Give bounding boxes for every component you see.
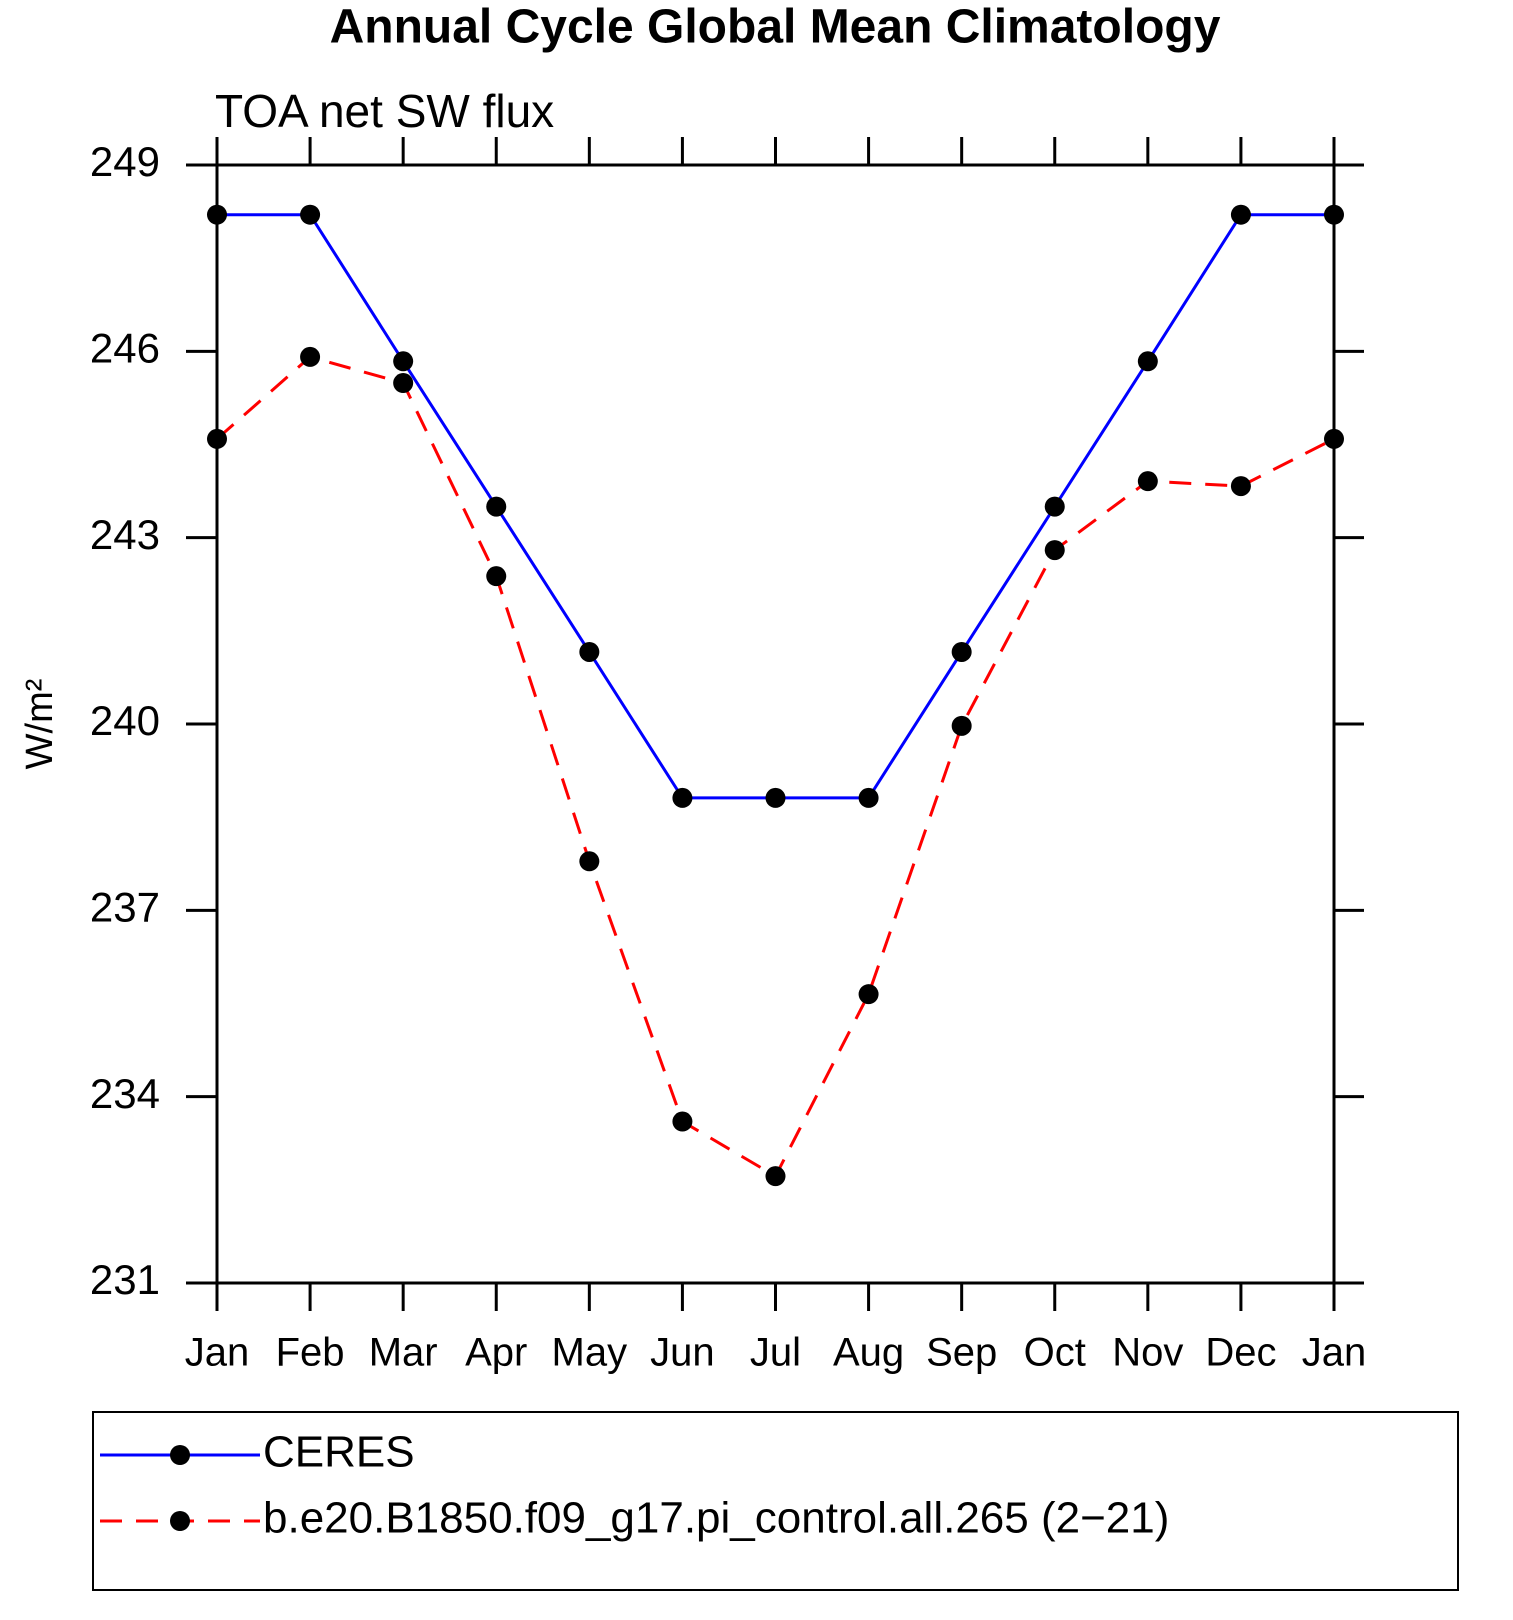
x-tick-label: Jan [1302, 1331, 1367, 1375]
x-tick-label: May [552, 1331, 628, 1375]
data-point [1137, 351, 1158, 372]
chart-title: Annual Cycle Global Mean Climatology [330, 1, 1221, 54]
data-point [393, 351, 414, 372]
legend-label: CERES [263, 1428, 415, 1477]
legend-marker [170, 1445, 190, 1465]
y-tick-label: 240 [90, 697, 160, 744]
x-tick-label: Oct [1024, 1331, 1086, 1375]
data-point [486, 566, 507, 587]
data-point [1230, 476, 1251, 497]
data-point [1044, 540, 1065, 561]
x-tick-label: Jan [185, 1331, 250, 1375]
data-point [1044, 496, 1065, 517]
data-point [393, 373, 414, 394]
x-tick-label: Jul [750, 1331, 801, 1375]
data-point [207, 428, 227, 449]
y-tick-label: 231 [90, 1256, 160, 1303]
data-point [1324, 428, 1344, 449]
data-point [858, 787, 879, 808]
data-point [300, 346, 321, 367]
x-tick-label: Dec [1205, 1331, 1276, 1375]
x-tick-label: Jun [650, 1331, 715, 1375]
y-tick-label: 246 [90, 324, 160, 371]
x-tick-label: Mar [369, 1331, 438, 1375]
y-tick-label: 249 [90, 138, 160, 185]
data-point [1230, 204, 1251, 225]
data-point [486, 496, 507, 517]
x-tick-label: Sep [926, 1331, 997, 1375]
data-point [300, 204, 321, 225]
data-point [1137, 471, 1158, 492]
y-tick-label: 234 [90, 1070, 160, 1117]
x-tick-label: Aug [833, 1331, 904, 1375]
legend-marker [170, 1511, 190, 1531]
data-point [579, 641, 600, 662]
data-point [858, 984, 879, 1005]
x-tick-label: Nov [1112, 1331, 1183, 1375]
data-point [579, 851, 600, 872]
legend-label: b.e20.B1850.f09_g17.pi_control.all.265 (… [263, 1494, 1169, 1543]
x-tick-label: Apr [465, 1331, 527, 1375]
y-axis-label: W/m² [19, 679, 61, 770]
data-point [1324, 204, 1344, 225]
series-line [216, 355, 1335, 1179]
data-point [951, 641, 972, 662]
data-point [765, 787, 786, 808]
data-point [765, 1166, 786, 1187]
data-point [207, 204, 227, 225]
data-point [672, 787, 693, 808]
data-point [951, 715, 972, 736]
y-tick-label: 237 [90, 883, 160, 930]
legend-box [92, 1411, 1459, 1591]
x-tick-label: Feb [276, 1331, 345, 1375]
data-point [672, 1111, 693, 1132]
chart-subtitle: TOA net SW flux [215, 85, 554, 137]
series-line [217, 213, 1334, 800]
y-tick-label: 243 [90, 511, 160, 558]
